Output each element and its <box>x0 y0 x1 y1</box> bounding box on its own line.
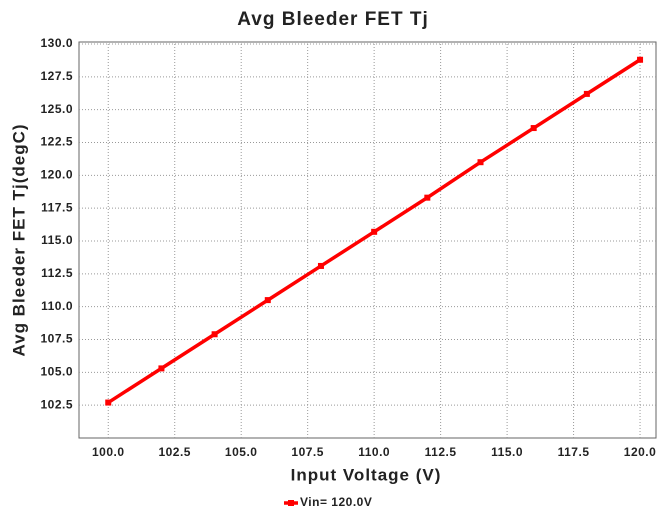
y-tick-label: 112.5 <box>41 266 73 280</box>
point <box>158 365 165 372</box>
y-axis-label: Avg Bleeder FET Tj(degC) <box>9 123 28 356</box>
x-tick-label: 102.5 <box>158 445 191 459</box>
y-tick-label: 115.0 <box>41 233 73 247</box>
point <box>424 194 431 201</box>
y-tick-label: 120.0 <box>40 168 73 182</box>
legend-marker <box>288 500 294 506</box>
y-tick-label: 102.5 <box>40 397 73 411</box>
point <box>637 56 644 63</box>
point <box>105 399 112 406</box>
y-tick-label: 122.5 <box>40 135 73 149</box>
x-axis-label: Input Voltage (V) <box>291 465 442 484</box>
x-tick-label: 112.5 <box>425 445 457 459</box>
x-tick-label: 105.0 <box>225 445 258 459</box>
y-tick-label: 110.0 <box>41 299 73 313</box>
x-tick-label: 120.0 <box>624 445 657 459</box>
y-tick-label: 125.0 <box>40 102 73 116</box>
y-tick-label: 130.0 <box>40 36 73 50</box>
point <box>583 90 590 97</box>
point <box>371 228 378 235</box>
x-tick-label: 107.5 <box>291 445 324 459</box>
point <box>211 331 218 338</box>
point <box>264 297 271 304</box>
x-tick-label: 110.0 <box>358 445 390 459</box>
chart-title: Avg Bleeder FET Tj <box>237 9 429 30</box>
point <box>530 125 537 132</box>
x-tick-label: 100.0 <box>92 445 125 459</box>
point <box>477 159 484 166</box>
y-tick-label: 117.5 <box>41 200 73 214</box>
y-tick-label: 127.5 <box>40 69 73 83</box>
legend-label: Vin= 120.0V <box>300 495 372 509</box>
plot-area <box>78 41 657 439</box>
y-tick-label: 105.0 <box>40 365 73 379</box>
y-tick-label: 107.5 <box>40 332 73 346</box>
point <box>317 262 324 269</box>
x-tick-label: 115.0 <box>491 445 523 459</box>
x-tick-label: 117.5 <box>558 445 590 459</box>
